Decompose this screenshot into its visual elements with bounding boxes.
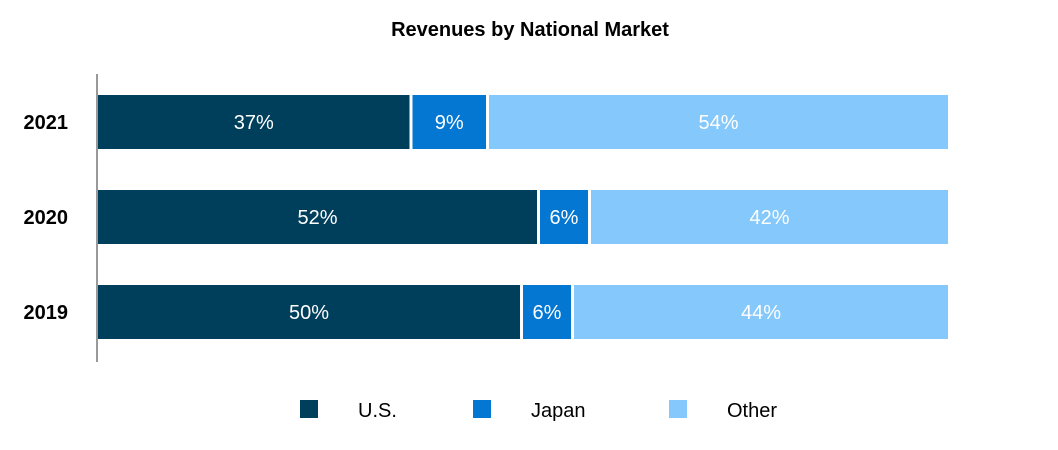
data-label-2019-japan: 6%	[533, 302, 562, 324]
bars-group: 2021 37% 9% 54% 2020 52% 6% 42% 2019 50% 6% 44%	[24, 95, 948, 339]
legend: U.S. Japan Other	[300, 400, 777, 422]
bar-2021-u-s	[98, 95, 410, 149]
data-label-2021-other: 54%	[698, 112, 738, 134]
legend-label-japan: Japan	[531, 400, 586, 422]
bar-2021-other	[489, 95, 948, 149]
category-label-2020: 2020	[24, 207, 69, 229]
category-label-2019: 2019	[24, 302, 69, 324]
bar-2019-other	[574, 285, 948, 339]
bar-2020-other	[591, 190, 948, 244]
data-label-2021-japan: 9%	[435, 112, 464, 134]
bar-2020-u-s	[98, 190, 537, 244]
legend-label-u-s: U.S.	[358, 400, 397, 422]
legend-swatch-japan	[473, 400, 491, 418]
bar-2021-japan	[412, 95, 486, 149]
chart-title: Revenues by National Market	[391, 19, 669, 41]
legend-label-other: Other	[727, 400, 777, 422]
data-label-2020-u-s: 52%	[297, 207, 337, 229]
category-label-2021: 2021	[24, 112, 69, 134]
data-label-2020-japan: 6%	[550, 207, 579, 229]
bar-2020-japan	[540, 190, 588, 244]
data-label-2021-u-s: 37%	[234, 112, 274, 134]
bar-2019-u-s	[98, 285, 520, 339]
data-label-2020-other: 42%	[749, 207, 789, 229]
data-label-2019-u-s: 50%	[289, 302, 329, 324]
legend-swatch-other	[669, 400, 687, 418]
bar-2019-japan	[523, 285, 571, 339]
legend-swatch-u-s	[300, 400, 318, 418]
data-label-2019-other: 44%	[741, 302, 781, 324]
